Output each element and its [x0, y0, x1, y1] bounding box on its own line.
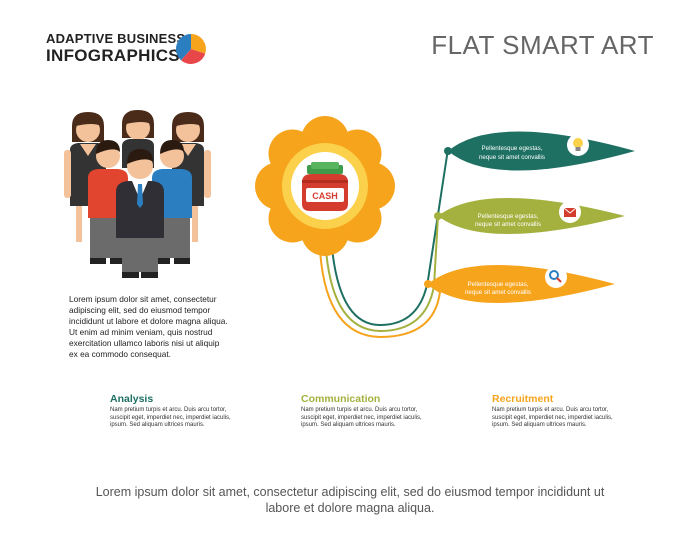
- leaf-3-line-1: Pellentesque egestas,: [468, 281, 529, 288]
- leaf-1-line-2: neque sit amet convallis: [479, 154, 545, 161]
- money-bag-icon: [302, 162, 348, 211]
- front-man-suit: [116, 149, 164, 278]
- brand-line-1: ADAPTIVE BUSINESS: [46, 31, 186, 46]
- column-recruitment: Recruitment Nam pretium turpis et arcu. …: [492, 392, 622, 430]
- column-heading: Recruitment: [492, 393, 554, 405]
- leaf-2-line-1: Pellentesque egestas,: [478, 213, 539, 220]
- column-text: Nam pretium turpis et arcu. Duis arcu to…: [492, 407, 613, 428]
- leaf-2: Pellentesque egestas, neque sit amet con…: [434, 198, 625, 234]
- intro-paragraph: Lorem ipsum dolor sit amet, consectetur …: [69, 294, 228, 359]
- pie-logo-icon: [175, 33, 206, 64]
- leaf-2-line-2: neque sit amet convallis: [475, 221, 541, 228]
- page-title: FLAT SMART ART: [431, 30, 654, 60]
- connector-lines: [319, 148, 449, 339]
- column-text: Nam pretium turpis et arcu. Duis arcu to…: [110, 407, 231, 428]
- brand-line-2: INFOGRAPHICS: [46, 46, 180, 65]
- leaf-1-line-1: Pellentesque egestas,: [482, 145, 543, 152]
- cash-label: CASH: [312, 191, 338, 201]
- leaf-3-line-2: neque sit amet convallis: [465, 289, 531, 296]
- mail-icon: [559, 201, 581, 223]
- brand-title: ADAPTIVE BUSINESS INFOGRAPHICS: [46, 31, 185, 65]
- cash-flower-diagram: CASH Pellentesque egestas, neque sit ame…: [255, 116, 635, 339]
- column-heading: Analysis: [110, 393, 154, 405]
- team-people-illustration: [64, 110, 211, 278]
- column-analysis: Analysis Nam pretium turpis et arcu. Dui…: [110, 392, 240, 430]
- lightbulb-icon: [567, 134, 589, 156]
- column-communication: Communication Nam pretium turpis et arcu…: [301, 392, 431, 430]
- leaf-1: Pellentesque egestas, neque sit amet con…: [444, 131, 635, 171]
- footer-text: Lorem ipsum dolor sit amet, consectetur …: [95, 485, 605, 515]
- column-text: Nam pretium turpis et arcu. Duis arcu to…: [301, 407, 422, 428]
- magnifier-icon: [545, 266, 567, 288]
- leaf-3: Pellentesque egestas, neque sit amet con…: [424, 265, 615, 303]
- column-heading: Communication: [301, 393, 381, 405]
